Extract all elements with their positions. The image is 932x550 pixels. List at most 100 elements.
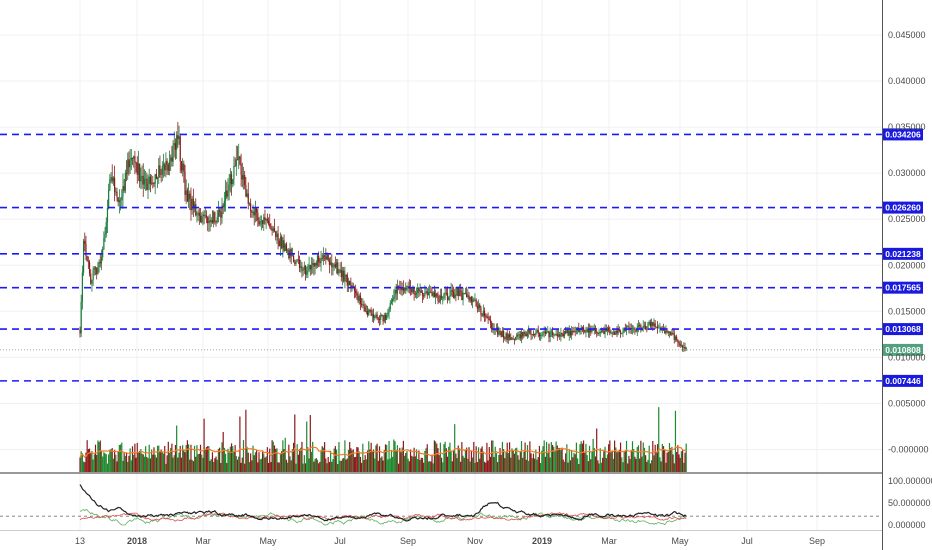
- candle-body: [158, 165, 160, 178]
- candle-body: [415, 293, 418, 295]
- candle-body: [105, 222, 107, 235]
- volume-bar: [662, 446, 665, 472]
- volume-bar: [411, 455, 413, 472]
- volume-bar: [647, 459, 649, 472]
- volume-bar: [365, 459, 367, 472]
- candle-body: [376, 314, 378, 319]
- volume-bar: [118, 444, 120, 472]
- candle-body: [282, 240, 284, 249]
- candle-body: [214, 212, 216, 222]
- candle-body: [612, 332, 615, 334]
- candle-body: [401, 287, 403, 291]
- candle-body: [216, 217, 218, 223]
- candle-body: [648, 322, 650, 324]
- candle-body: [603, 330, 605, 334]
- candle-body: [193, 204, 196, 209]
- volume-bar: [303, 455, 305, 472]
- support-resistance-levels[interactable]: 0.034206 0.026260 0.021238 0.017565 0.013068…: [0, 128, 923, 387]
- candle-body: [402, 287, 404, 291]
- candle-body: [513, 339, 515, 341]
- candle-body: [668, 332, 671, 333]
- volume-bar: [313, 461, 315, 472]
- volume-bar: [366, 450, 369, 472]
- candle-body: [474, 299, 476, 301]
- candle-body: [444, 292, 446, 294]
- oscillator-pane: [0, 472, 882, 526]
- candle-body: [256, 208, 258, 213]
- volume-bar: [444, 441, 446, 472]
- volume-bar: [419, 459, 421, 472]
- candle-body: [128, 159, 130, 168]
- volume-bar: [526, 445, 529, 472]
- candle-body: [680, 345, 683, 347]
- volume-bar: [443, 444, 445, 472]
- candle-body: [325, 256, 327, 260]
- volume-bar: [666, 452, 668, 472]
- volume-bar: [370, 442, 372, 472]
- candle-body: [520, 332, 523, 339]
- candle-body: [145, 178, 147, 180]
- volume-bar: [221, 442, 223, 472]
- volume-bar: [559, 447, 561, 472]
- volume-bar: [542, 446, 544, 472]
- candle-body: [345, 274, 347, 276]
- volume-bar: [227, 448, 229, 472]
- candle-body: [366, 310, 369, 316]
- volume-bar: [376, 443, 378, 472]
- volume-bar: [445, 448, 447, 472]
- date-tick-label: May: [671, 536, 689, 546]
- candle-body: [309, 265, 311, 270]
- volume-bar: [270, 462, 272, 472]
- volume-bar: [124, 455, 126, 472]
- candle-body: [411, 288, 413, 293]
- volume-bar: [545, 441, 548, 472]
- candle-body: [613, 332, 616, 335]
- volume-bar: [568, 450, 570, 472]
- candle-body: [643, 325, 646, 327]
- candle-body: [238, 156, 240, 160]
- level-label: 0.034206: [885, 129, 921, 139]
- volume-bar: [372, 449, 375, 472]
- candle-body: [117, 197, 119, 203]
- volume-bar: [448, 446, 450, 472]
- price-tick-label: 0.015000: [888, 306, 926, 316]
- volume-bar: [473, 441, 475, 472]
- volume-bar: [135, 457, 137, 472]
- candle-body: [553, 334, 555, 336]
- volume-bar: [640, 440, 642, 472]
- volume-bar: [633, 449, 635, 472]
- candle-body: [199, 215, 202, 223]
- volume-bar: [91, 450, 93, 472]
- candle-body: [222, 205, 224, 208]
- volume-bar: [585, 443, 587, 472]
- candle-body: [86, 255, 88, 262]
- volume-bar: [684, 452, 686, 472]
- volume-bar: [349, 442, 351, 472]
- volume-bar: [202, 457, 204, 472]
- volume-bar: [503, 449, 505, 472]
- volume-bar: [229, 446, 231, 472]
- candle-body: [461, 291, 463, 301]
- candle-body: [272, 228, 274, 231]
- volume-bar: [390, 450, 393, 472]
- volume-bar: [171, 443, 173, 472]
- volume-bar: [187, 444, 190, 472]
- candle-body: [129, 160, 131, 168]
- date-tick-label: Sep: [400, 536, 416, 546]
- candle-body: [436, 293, 438, 297]
- volume-bar: [588, 445, 591, 472]
- candle-body: [452, 291, 455, 298]
- candle-body: [594, 327, 597, 332]
- volume-bar: [392, 456, 394, 472]
- volume-bar: [355, 456, 357, 472]
- candle-body: [104, 234, 106, 238]
- candle-body: [382, 315, 384, 322]
- volume-bar: [86, 440, 88, 472]
- candle-body: [494, 329, 496, 331]
- volume-bar: [253, 455, 255, 472]
- volume-bar: [648, 445, 650, 472]
- candle-body: [177, 135, 179, 139]
- volume-bar: [613, 440, 616, 472]
- candle-body: [584, 330, 586, 332]
